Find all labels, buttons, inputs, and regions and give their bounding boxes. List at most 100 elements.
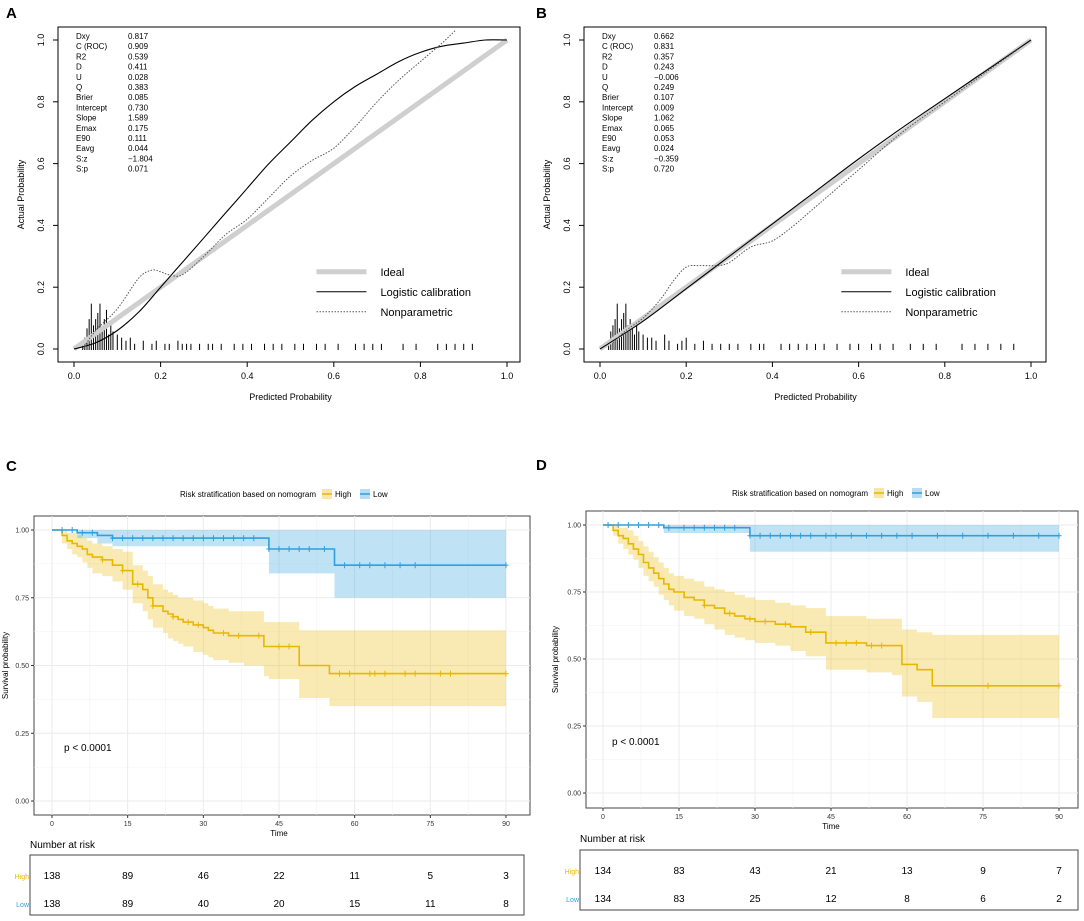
risk-table-cell: 3	[503, 871, 509, 882]
x-tick-label: 0.8	[939, 371, 952, 381]
stat-value: 0.071	[128, 165, 149, 174]
x-tick-label: 0.4	[766, 371, 779, 381]
stat-label: Emax	[602, 124, 622, 133]
stat-value: 0.831	[654, 42, 675, 51]
stat-value: −0.359	[654, 154, 679, 163]
legend-label: Ideal	[380, 267, 404, 279]
stat-value: 0.053	[654, 134, 675, 143]
legend-label: High	[335, 490, 351, 499]
y-tick-label: 0.4	[36, 219, 46, 232]
calibration-panel-a: A 0.0 0.2 0.4 0.6 0.8 1.0 0.0 0.2 0.4 0.6 0.8 1.0 Pre…	[6, 5, 521, 402]
stat-label: S:z	[76, 154, 88, 163]
panel-letter: D	[536, 457, 547, 474]
stat-value: 0.024	[654, 144, 675, 153]
stat-label: U	[76, 73, 82, 82]
legend-label: Logistic calibration	[380, 287, 471, 299]
stat-value: 1.062	[654, 114, 675, 123]
risk-table-cell: 89	[122, 871, 134, 882]
y-axis-label: Actual Probability	[542, 159, 552, 229]
y-axis-label: Survival probability	[1, 632, 10, 699]
risk-table-cell: 7	[1056, 866, 1062, 877]
legend-title: Risk stratification based on nomogram	[732, 489, 868, 498]
stat-value: 0.909	[128, 42, 149, 51]
confidence-band-low	[52, 530, 506, 598]
stat-value: 0.817	[128, 32, 149, 41]
y-tick-label: 0.2	[36, 281, 46, 294]
y-tick-label: 0.50	[567, 657, 581, 664]
stat-label: S:z	[602, 154, 614, 163]
stat-value: 0.357	[654, 52, 675, 61]
x-tick-label: 15	[124, 821, 132, 828]
stat-label: Emax	[76, 124, 96, 133]
stat-label: E90	[602, 134, 617, 143]
risk-table-title: Number at risk	[580, 834, 646, 845]
stat-value: 0.249	[654, 83, 675, 92]
x-axis-label: Time	[270, 829, 288, 838]
legend-label: High	[887, 489, 903, 498]
stat-value: 0.383	[128, 83, 149, 92]
x-tick-label: 0.4	[241, 371, 254, 381]
y-tick-label: 1.0	[562, 34, 572, 47]
y-axis-label: Survival probability	[551, 626, 560, 693]
x-tick-label: 1.0	[1025, 371, 1038, 381]
risk-table-cell: 12	[825, 894, 837, 905]
stat-value: 0.730	[128, 103, 149, 112]
y-tick-label: 0.25	[15, 731, 29, 738]
x-axis-label: Predicted Probability	[249, 392, 332, 402]
risk-table-cell: 15	[349, 899, 361, 910]
stat-value: 0.028	[128, 73, 149, 82]
x-tick-label: 0.6	[328, 371, 341, 381]
legend-title: Risk stratification based on nomogram	[180, 490, 316, 499]
x-tick-label: 0.2	[680, 371, 693, 381]
x-tick-label: 75	[426, 821, 434, 828]
risk-table-row-label: Low	[16, 902, 30, 909]
plot-area	[72, 30, 509, 352]
x-tick-label: 30	[751, 814, 759, 821]
risk-table-cell: 11	[349, 871, 360, 882]
panel-letter: C	[6, 458, 17, 475]
stat-value: 0.009	[654, 103, 675, 112]
plot-frame	[57, 26, 521, 363]
risk-table-cell: 25	[749, 894, 761, 905]
x-tick-label: 0.0	[68, 371, 81, 381]
x-tick-label: 0	[601, 814, 605, 821]
y-tick-label: 0.8	[36, 96, 46, 109]
y-tick-label: 0.25	[567, 724, 581, 731]
plot-area	[598, 37, 1033, 352]
x-axis-label: Time	[822, 822, 840, 831]
stat-label: S:p	[76, 165, 89, 174]
risk-table-cell: 8	[503, 899, 509, 910]
x-tick-label: 60	[351, 821, 359, 828]
risk-table-cell: 138	[44, 899, 61, 910]
risk-table-cell: 8	[904, 894, 910, 905]
y-tick-label: 1.0	[36, 34, 46, 47]
survival-curve-high	[603, 524, 1059, 687]
y-tick-label: 1.00	[567, 523, 581, 530]
x-tick-label: 90	[1055, 814, 1063, 821]
risk-table-cell: 9	[980, 866, 986, 877]
risk-table-cell: 22	[273, 871, 285, 882]
p-value: p < 0.0001	[64, 743, 112, 754]
risk-table-row-label: High	[15, 874, 30, 881]
risk-table-row-label: Low	[566, 897, 580, 904]
risk-table-row-label: High	[565, 869, 580, 876]
stat-value: 0.065	[654, 124, 675, 133]
risk-table-cell: 138	[44, 871, 61, 882]
panel-letter: A	[6, 5, 17, 22]
y-tick-label: 0.00	[15, 799, 29, 806]
x-tick-label: 60	[903, 814, 911, 821]
risk-table-cell: 11	[425, 899, 436, 910]
stat-label: U	[602, 73, 608, 82]
risk-table-cell: 46	[198, 871, 210, 882]
stat-value: −1.804	[128, 154, 153, 163]
stat-label: Eavg	[76, 144, 94, 153]
x-tick-label: 30	[199, 821, 207, 828]
risk-table-cell: 5	[428, 871, 434, 882]
x-tick-label: 1.0	[501, 371, 514, 381]
stat-value: −0.006	[654, 73, 679, 82]
stat-value: 0.111	[128, 134, 147, 143]
x-tick-label: 0	[50, 821, 54, 828]
risk-table-cell: 134	[595, 866, 612, 877]
nonparametric-line	[612, 48, 1019, 344]
